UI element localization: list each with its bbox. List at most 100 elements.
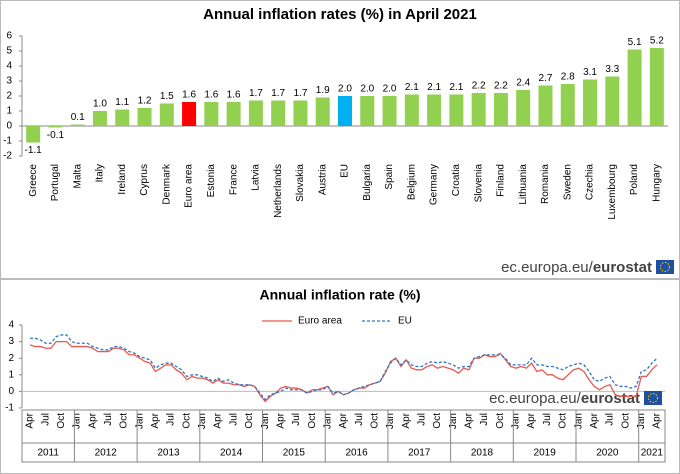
x-tick-label: Jan (322, 413, 333, 429)
x-tick-label: Bulgaria (362, 164, 373, 201)
x-tick-label: Luxembourg (607, 164, 618, 220)
x-tick-label: Jul (417, 413, 428, 426)
x-tick-label: Oct (119, 413, 130, 429)
bar (92, 111, 107, 126)
x-tick-label: Jan (197, 413, 208, 429)
value-label: 1.2 (138, 96, 152, 107)
x-tick-label: Latvia (251, 164, 262, 191)
value-label: 2.0 (360, 84, 374, 95)
bar (493, 93, 508, 126)
x-tick-label: Germany (429, 164, 440, 205)
x-tick-label: Apr (464, 412, 475, 428)
x-tick-label: Oct (181, 413, 192, 429)
x-tick-label: Jan (72, 413, 83, 429)
x-tick-label: Apr (589, 412, 600, 428)
x-tick-label: EU (340, 164, 351, 178)
x-tick-label: Spain (384, 164, 395, 190)
value-label: 2.1 (449, 82, 463, 93)
bar (382, 96, 397, 126)
bar (137, 108, 152, 126)
x-tick-label: Jan (134, 413, 145, 429)
value-label: 1.6 (227, 90, 241, 101)
value-label: 1.6 (182, 90, 196, 101)
bar (605, 76, 620, 126)
x-tick-label: Portugal (50, 164, 61, 201)
year-label: 2011 (37, 448, 59, 459)
x-tick-label: Czechia (585, 164, 596, 201)
chart-title: Annual inflation rate (%) (260, 287, 421, 303)
x-tick-label: Croatia (451, 164, 462, 197)
bar (115, 109, 130, 126)
bar (449, 94, 464, 126)
value-label: 2.7 (539, 73, 553, 84)
x-tick-label: Estonia (206, 164, 217, 198)
bar (427, 94, 442, 126)
x-tick-label: Finland (496, 164, 507, 197)
x-tick-label: Jul (605, 413, 616, 426)
x-tick-label: Romania (540, 164, 551, 204)
bar (583, 79, 598, 126)
y-tick-label: 4 (8, 320, 14, 331)
value-label: 1.7 (249, 88, 263, 99)
x-tick-label: Jan (385, 413, 396, 429)
x-tick-label: Apr (338, 412, 349, 428)
bar (649, 48, 664, 126)
x-tick-label: Apr (526, 412, 537, 428)
year-label: 2017 (408, 448, 431, 459)
bar (338, 96, 352, 126)
y-tick-label: 2 (8, 353, 14, 364)
x-tick-label: Oct (307, 413, 318, 429)
bar (293, 100, 308, 126)
y-tick-label: 1 (6, 106, 12, 117)
value-label: 1.7 (271, 88, 285, 99)
bar (48, 126, 63, 128)
value-label: 1.5 (160, 91, 174, 102)
x-tick-label: Jul (40, 413, 51, 426)
value-label: 2.0 (338, 84, 352, 95)
y-tick-label: 3 (8, 336, 14, 347)
x-tick-label: Jan (260, 413, 271, 429)
bar (26, 126, 41, 143)
value-label: 2.8 (561, 72, 575, 83)
value-label: -1.1 (25, 145, 43, 156)
y-tick-label: 6 (6, 31, 12, 42)
value-label: 2.0 (383, 84, 397, 95)
x-tick-label: Jul (354, 413, 365, 426)
x-tick-label: Jan (636, 413, 647, 429)
x-tick-label: Slovenia (473, 164, 484, 203)
bar (560, 84, 575, 126)
x-tick-label: Jul (166, 413, 177, 426)
y-tick-label: 2 (6, 91, 12, 102)
year-label: 2020 (596, 448, 619, 459)
x-tick-label: Poland (629, 164, 640, 195)
bar (627, 49, 642, 126)
x-tick-label: Apr (213, 412, 224, 428)
bar (471, 93, 486, 126)
value-label: 3.1 (583, 67, 597, 78)
value-label: 2.1 (427, 82, 441, 93)
bar (360, 96, 375, 126)
bar (226, 102, 241, 126)
value-label: 2.4 (516, 78, 530, 89)
x-tick-label: Malta (72, 164, 83, 189)
x-tick-label: Ireland (117, 164, 128, 195)
x-tick-label: Oct (620, 413, 631, 429)
source-brand: eurostat (581, 390, 640, 407)
bar (70, 124, 85, 126)
eu-flag (644, 391, 662, 405)
x-tick-label: Slovakia (295, 164, 306, 202)
chart-title: Annual inflation rates (%) in April 2021 (203, 6, 477, 23)
x-tick-label: Apr (25, 412, 36, 428)
x-tick-label: Oct (369, 413, 380, 429)
value-label: 1.0 (93, 99, 107, 110)
source: ec.europa.eu/eurostat (501, 259, 652, 276)
x-tick-label: Apr (401, 412, 412, 428)
y-tick-label: 5 (6, 46, 12, 57)
x-tick-label: Apr (652, 412, 663, 428)
bar (538, 85, 553, 126)
bar (516, 90, 531, 126)
x-tick-label: Hungary (652, 164, 663, 202)
bottom-panel (0, 279, 680, 474)
y-tick-label: -1 (5, 403, 14, 414)
year-label: 2019 (534, 448, 557, 459)
